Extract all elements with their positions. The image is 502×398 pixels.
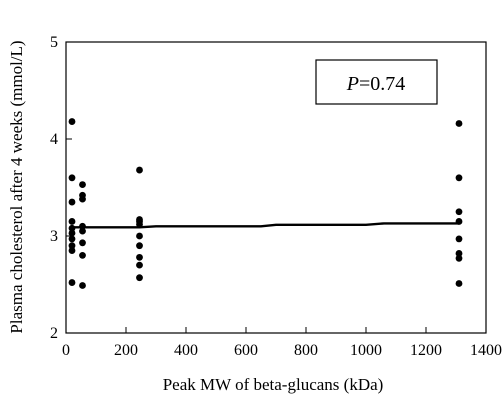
data-point [455, 208, 463, 216]
data-point [455, 120, 463, 127]
data-point [136, 220, 143, 228]
data-point [455, 250, 463, 257]
data-point [455, 174, 463, 182]
data-point [79, 252, 86, 259]
plot-frame [65, 41, 487, 334]
data-point [68, 198, 76, 206]
x-axis-label: Peak MW of beta-glucans (kDa) [163, 375, 384, 394]
data-point [68, 224, 76, 232]
trend-line [70, 222, 459, 229]
data-point [68, 174, 76, 182]
data-point [136, 274, 143, 282]
data-point [79, 239, 86, 247]
p-value-label: P [346, 73, 359, 95]
x-tick-label: 400 [174, 342, 198, 359]
y-tick-label: 5 [50, 34, 58, 51]
data-point [455, 280, 463, 287]
data-point [455, 218, 463, 225]
data-point [68, 229, 76, 237]
data-point [79, 222, 86, 230]
data-point [136, 242, 143, 250]
y-tick-label: 2 [50, 325, 58, 342]
p-value-box [315, 59, 438, 105]
data-point [68, 279, 76, 286]
data-point [79, 181, 86, 188]
data-point [136, 261, 143, 269]
data-point [79, 282, 86, 289]
x-tick-label: 1400 [470, 342, 502, 359]
data-point [68, 235, 76, 243]
x-tick-label: 1000 [350, 342, 382, 359]
data-point [455, 235, 463, 243]
data-point [136, 253, 143, 261]
data-point [136, 166, 143, 174]
data-point [455, 254, 463, 262]
y-axis-label: Plasma cholesterol after 4 weeks (mmol/L… [7, 40, 26, 333]
x-tick-label: 200 [114, 342, 138, 359]
y-tick-label: 4 [50, 131, 58, 148]
data-point [68, 218, 76, 225]
p-value-number: =0.74 [359, 73, 405, 95]
x-tick-label: 800 [294, 342, 318, 359]
x-tick-label: 0 [62, 342, 70, 359]
data-point [136, 232, 143, 240]
x-tick-label: 600 [234, 342, 258, 359]
plot-layer: 0 200 400 600 800 1000 1200 1400 2 3 4 5 [50, 34, 502, 359]
data-point [68, 118, 76, 125]
data-point [79, 227, 86, 235]
data-point [79, 195, 86, 203]
data-point [68, 242, 76, 250]
p-value-annotation: P=0.74 [346, 73, 406, 95]
data-point [68, 247, 76, 254]
y-tick-label: 3 [50, 228, 58, 245]
x-tick-label: 1200 [410, 342, 442, 359]
